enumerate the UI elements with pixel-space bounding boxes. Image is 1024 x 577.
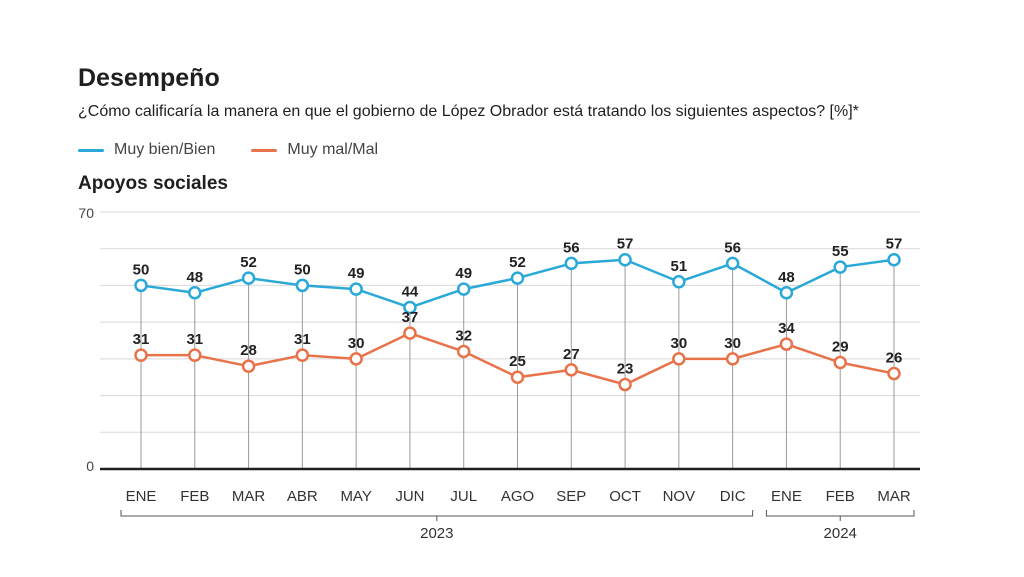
y-tick-label: 70 xyxy=(78,205,94,221)
x-tick-label: FEB xyxy=(826,488,855,505)
data-point xyxy=(403,326,417,340)
data-label: 30 xyxy=(724,335,741,352)
data-label: 31 xyxy=(186,331,203,348)
group-label: 2023 xyxy=(420,525,453,542)
section-title: Apoyos sociales xyxy=(78,173,228,194)
legend-label-series-2: Muy mal/Mal xyxy=(287,141,379,158)
data-label: 31 xyxy=(294,331,311,348)
data-label: 28 xyxy=(240,342,257,359)
data-point xyxy=(295,348,310,362)
data-point xyxy=(833,355,847,370)
data-label: 56 xyxy=(724,239,741,256)
legend-item-series-1: Muy bien/Bien xyxy=(78,141,215,159)
data-label: 55 xyxy=(832,243,849,260)
data-point xyxy=(510,370,525,384)
data-label: 30 xyxy=(348,335,365,352)
data-point xyxy=(188,348,202,362)
data-label: 50 xyxy=(294,261,311,278)
data-label: 50 xyxy=(133,261,150,278)
data-point xyxy=(456,344,471,359)
data-point xyxy=(564,363,579,377)
data-point xyxy=(725,256,740,271)
data-point xyxy=(510,271,525,285)
data-point xyxy=(618,377,632,392)
x-tick-label: ENE xyxy=(771,488,802,505)
data-point xyxy=(833,260,847,274)
data-point xyxy=(564,256,579,271)
data-label: 56 xyxy=(563,239,580,256)
data-label: 32 xyxy=(455,328,472,345)
data-label: 52 xyxy=(240,254,257,271)
data-point xyxy=(887,252,901,267)
data-label: 51 xyxy=(671,258,688,275)
data-point xyxy=(779,337,794,351)
x-tick-label: JUN xyxy=(395,488,424,505)
x-tick-label: ENE xyxy=(126,488,157,505)
x-tick-label: ABR xyxy=(287,488,318,505)
data-label: 57 xyxy=(617,236,634,253)
data-label: 34 xyxy=(778,320,795,337)
data-point xyxy=(241,271,256,285)
data-point xyxy=(456,282,471,296)
data-point xyxy=(725,352,740,366)
group-label: 2024 xyxy=(824,525,857,542)
group-bracket xyxy=(765,510,915,517)
data-point xyxy=(188,286,202,300)
data-point xyxy=(618,252,632,267)
data-label: 26 xyxy=(886,350,903,367)
legend-swatch-series-2 xyxy=(251,148,278,152)
data-point xyxy=(672,275,686,289)
data-point xyxy=(887,366,901,381)
data-point xyxy=(349,352,363,366)
group-bracket xyxy=(120,510,754,517)
chart-title: Desempeño xyxy=(78,64,220,92)
data-label: 52 xyxy=(509,254,526,271)
data-label: 23 xyxy=(617,361,634,378)
x-tick-label: OCT xyxy=(609,488,641,505)
data-label: 48 xyxy=(186,269,203,286)
legend-item-series-2: Muy mal/Mal xyxy=(251,141,378,159)
legend-label-series-1: Muy bien/Bien xyxy=(114,141,216,158)
data-label: 44 xyxy=(402,283,419,300)
legend-swatch-series-1 xyxy=(78,148,104,152)
data-label: 57 xyxy=(886,236,903,253)
x-tick-label: JUL xyxy=(450,488,477,505)
x-tick-label: FEB xyxy=(180,488,209,505)
data-point xyxy=(295,278,310,293)
data-label: 30 xyxy=(671,335,688,352)
data-point xyxy=(672,352,686,366)
data-label: 49 xyxy=(455,265,472,282)
data-point xyxy=(134,278,148,293)
data-point xyxy=(134,348,148,362)
data-label: 31 xyxy=(133,331,150,348)
data-label: 48 xyxy=(778,269,795,286)
x-tick-label: MAR xyxy=(232,488,266,505)
data-point xyxy=(349,282,363,296)
x-tick-label: AGO xyxy=(501,488,534,505)
data-label: 37 xyxy=(402,309,419,326)
data-point xyxy=(403,300,417,315)
x-tick-label: SEP xyxy=(556,488,586,505)
y-tick-label: 0 xyxy=(86,458,94,474)
x-tick-label: MAY xyxy=(340,488,371,505)
chart-subtitle: ¿Cómo calificaría la manera en que el go… xyxy=(78,103,859,120)
data-label: 49 xyxy=(348,265,365,282)
data-label: 29 xyxy=(832,339,849,356)
x-tick-label: DIC xyxy=(720,488,746,505)
x-tick-label: MAR xyxy=(877,488,911,505)
data-point xyxy=(779,286,794,300)
legend: Muy bien/Bien Muy mal/Mal xyxy=(78,141,378,159)
data-label: 25 xyxy=(509,353,526,370)
x-tick-label: NOV xyxy=(663,488,696,505)
data-label: 27 xyxy=(563,346,580,363)
data-point xyxy=(241,359,256,373)
